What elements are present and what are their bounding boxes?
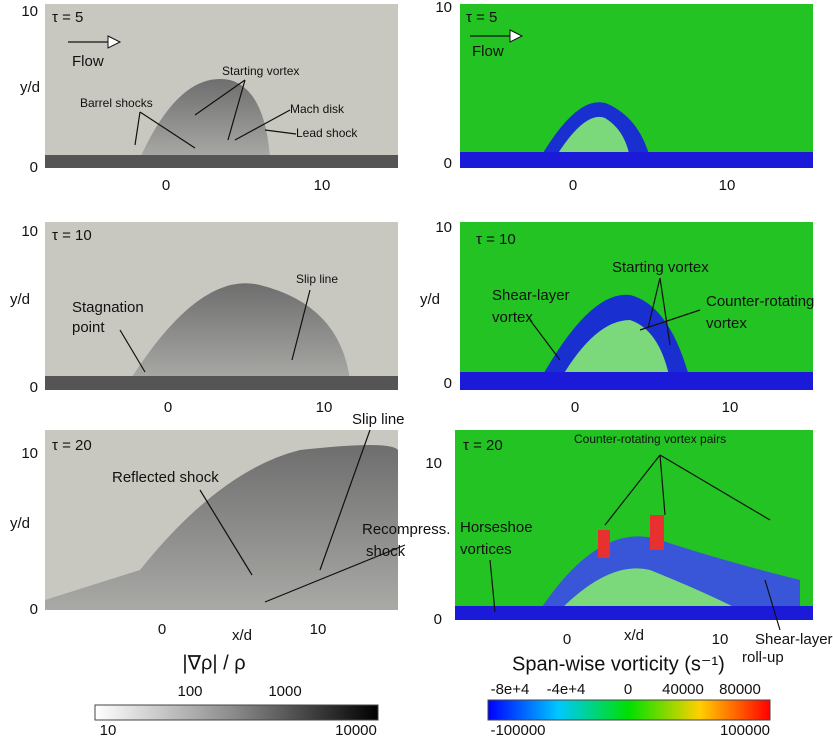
label: Stagnation [72, 299, 144, 316]
label: τ = 5 [52, 9, 83, 26]
label: Counter-rotating vortex pairs [574, 432, 726, 446]
label: 10 [425, 455, 442, 472]
label: 1000 [268, 683, 301, 700]
label: Shear-layer [755, 631, 833, 648]
label: Mach disk [290, 102, 345, 116]
label: point [72, 319, 105, 336]
label: Counter-rotating [706, 293, 814, 310]
label: 0 [30, 159, 38, 176]
label: Slip line [296, 272, 338, 286]
label: vortex [492, 309, 533, 326]
label: 0 [30, 601, 38, 618]
label: 0 [624, 681, 632, 698]
label: 0 [158, 621, 166, 638]
label: y/d [20, 79, 40, 96]
label: 100 [177, 683, 202, 700]
label: y/d [10, 291, 30, 308]
label: τ = 5 [466, 9, 497, 26]
label: y/d [10, 515, 30, 532]
label: 10000 [335, 722, 377, 739]
label: 10 [314, 177, 331, 194]
label: Reflected shock [112, 469, 219, 486]
label: 10 [21, 223, 38, 240]
label: 10 [435, 219, 452, 236]
label: τ = 10 [52, 227, 92, 244]
label: Barrel shocks [80, 96, 153, 110]
label: τ = 20 [52, 437, 92, 454]
label: 10 [712, 631, 729, 648]
label: 0 [164, 399, 172, 416]
label: 0 [444, 375, 452, 392]
label: vortex [706, 315, 747, 332]
label: 10 [719, 177, 736, 194]
label: 0 [30, 379, 38, 396]
label: roll-up [742, 649, 784, 666]
label: |∇ρ| / ρ [182, 652, 245, 674]
label: 10 [435, 0, 452, 16]
label: 80000 [719, 681, 761, 698]
label: -8e+4 [491, 681, 530, 698]
label: x/d [232, 627, 252, 644]
label: Shear-layer [492, 287, 570, 304]
label: 10 [21, 445, 38, 462]
label: 0 [569, 177, 577, 194]
label: 10 [310, 621, 327, 638]
label: 10 [722, 399, 739, 416]
label: Horseshoe [460, 519, 533, 536]
label: vortices [460, 541, 512, 558]
label: τ = 10 [476, 231, 516, 248]
label: 40000 [662, 681, 704, 698]
figure: τ = 5y/dFlow100010Starting vortexBarrel … [0, 0, 833, 742]
label: -4e+4 [547, 681, 586, 698]
label: Span-wise vorticity (s⁻¹) [512, 653, 725, 675]
label: x/d [624, 627, 644, 644]
label: y/d [420, 291, 440, 308]
label: 10 [21, 3, 38, 20]
label: Slip line [352, 411, 405, 428]
label: Flow [472, 43, 504, 60]
label: Flow [72, 53, 104, 70]
label: Starting vortex [222, 64, 299, 78]
label: 0 [434, 611, 442, 628]
label: Recompress. [362, 521, 450, 538]
label: 10 [316, 399, 333, 416]
label: 10 [100, 722, 117, 739]
colorbar [95, 705, 378, 720]
label: 0 [162, 177, 170, 194]
label: 0 [563, 631, 571, 648]
label: τ = 20 [463, 437, 503, 454]
label: -100000 [490, 722, 545, 739]
label: 0 [444, 155, 452, 172]
label: 0 [571, 399, 579, 416]
label: 100000 [720, 722, 770, 739]
label: Starting vortex [612, 259, 709, 276]
label: shock [366, 543, 406, 560]
colorbar [488, 700, 770, 720]
label: Lead shock [296, 126, 358, 140]
